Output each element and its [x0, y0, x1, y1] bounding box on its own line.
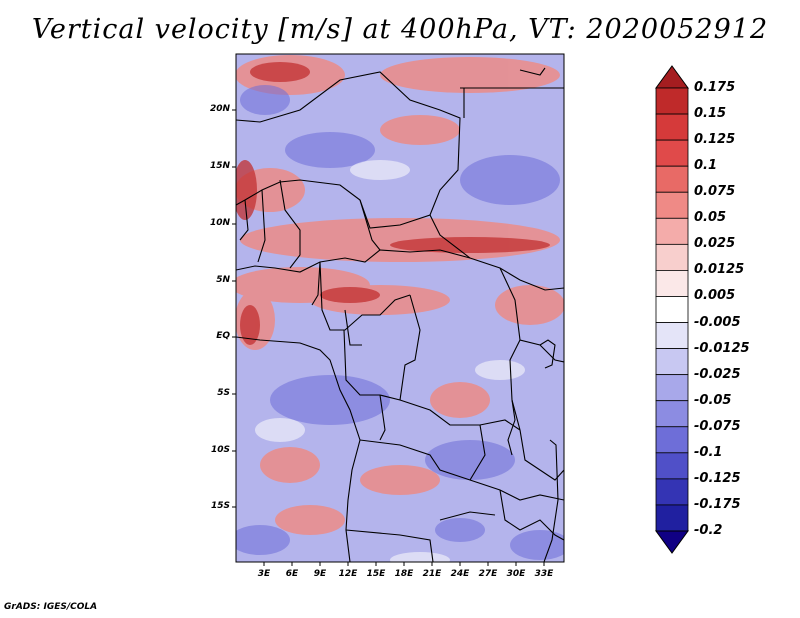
colorbar-label: -0.05 — [694, 392, 732, 408]
colorbar-swatch — [655, 191, 689, 219]
lon-label-9e: 9E — [313, 569, 327, 579]
colorbar-label: 0.0125 — [694, 262, 745, 278]
lon-label-12e: 12E — [338, 569, 358, 579]
velocity-field — [236, 54, 564, 562]
country-borders — [236, 67, 564, 562]
grads-credit: GrADS: IGES/COLA — [4, 602, 98, 612]
lon-label-27e: 27E — [478, 569, 498, 579]
colorbar-label: -0.125 — [694, 470, 741, 486]
colorbar-label: -0.2 — [694, 523, 723, 538]
map-frame — [235, 53, 565, 563]
colorbar-swatch — [655, 400, 689, 428]
colorbar-label: -0.025 — [694, 366, 741, 382]
colorbar-swatch — [655, 322, 689, 349]
chart-title: Vertical velocity [m/s] at 400hPa, VT: 2… — [31, 14, 769, 45]
lon-ticks — [263, 562, 545, 566]
colorbar-label: -0.0125 — [694, 340, 750, 356]
colorbar-label: -0.175 — [694, 496, 741, 512]
colorbar-swatch — [655, 374, 689, 402]
lon-label-3e: 3E — [257, 569, 271, 579]
colorbar-label: 0.15 — [694, 106, 727, 122]
colorbar-label: 0.05 — [694, 210, 727, 226]
lat-label-15s: 15S — [210, 501, 230, 511]
lat-label-15n: 15N — [209, 161, 230, 171]
colorbar-swatch — [655, 165, 689, 193]
lon-label-18e: 18E — [394, 569, 414, 579]
colorbar-swatch — [655, 426, 689, 454]
lat-label-5n: 5N — [216, 275, 230, 285]
colorbar-label: 0.025 — [694, 236, 736, 252]
colorbar-label: -0.1 — [694, 444, 723, 460]
colorbar-label: 0.1 — [694, 158, 718, 174]
colorbar-label: 0.005 — [694, 288, 736, 304]
lon-label-24e: 24E — [450, 569, 470, 579]
lat-label-eq: EQ — [216, 331, 230, 341]
lat-ticks — [232, 109, 236, 508]
colorbar-swatch — [655, 87, 689, 115]
lon-label-21e: 21E — [422, 569, 442, 579]
colorbar-swatch — [655, 452, 689, 480]
lon-label-6e: 6E — [285, 569, 299, 579]
colorbar-swatch — [655, 243, 689, 271]
lat-label-5s: 5S — [217, 388, 230, 398]
colorbar-label: 0.075 — [694, 184, 736, 200]
colorbar-label: -0.005 — [694, 314, 741, 330]
colorbar-swatch — [655, 270, 689, 297]
colorbar — [655, 65, 689, 554]
lon-label-30e: 30E — [506, 569, 526, 579]
colorbar-swatch — [655, 504, 689, 532]
lat-label-10n: 10N — [209, 218, 230, 228]
colorbar-top-arrow — [655, 65, 689, 89]
colorbar-bottom-arrow — [655, 530, 689, 554]
lat-label-20n: 20N — [209, 104, 230, 114]
colorbar-swatch — [655, 296, 689, 323]
colorbar-swatch — [655, 113, 689, 141]
lat-label-10s: 10S — [210, 445, 230, 455]
colorbar-label: 0.175 — [694, 80, 736, 95]
lon-label-15e: 15E — [366, 569, 386, 579]
colorbar-swatch — [655, 217, 689, 245]
colorbar-label: 0.125 — [694, 132, 736, 148]
colorbar-swatch — [655, 348, 689, 376]
colorbar-label: -0.075 — [694, 418, 741, 434]
colorbar-swatch — [655, 478, 689, 506]
lon-label-33e: 33E — [534, 569, 554, 579]
colorbar-swatch — [655, 139, 689, 167]
